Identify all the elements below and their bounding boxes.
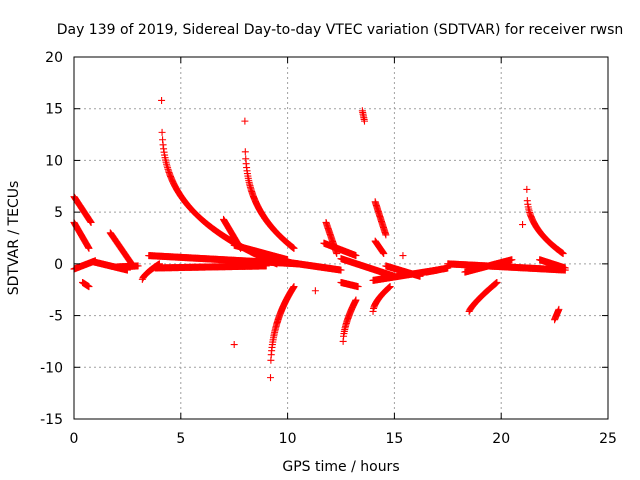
data-point <box>386 283 394 291</box>
x-axis-label: GPS time / hours <box>282 459 399 475</box>
y-axis-label: SDTVAR / TECUs <box>6 181 22 296</box>
x-tick-label: 5 <box>176 431 185 447</box>
data-point <box>493 278 501 286</box>
y-tick-label: 15 <box>45 102 63 118</box>
data-point <box>134 262 142 270</box>
data-point <box>561 264 569 272</box>
data-point <box>555 305 563 313</box>
data-point <box>230 341 238 349</box>
data-point <box>337 266 345 274</box>
x-tick-label: 10 <box>279 431 297 447</box>
y-tick-label: 0 <box>54 257 63 273</box>
data-point <box>267 374 275 382</box>
data-point <box>262 262 270 270</box>
y-tick-label: -10 <box>40 360 63 376</box>
x-tick-label: 0 <box>70 431 79 447</box>
chart-title: Day 139 of 2019, Sidereal Day-to-day VTE… <box>57 22 624 38</box>
y-tick-label: 20 <box>45 50 63 66</box>
data-point <box>523 185 531 193</box>
data-point <box>559 250 567 258</box>
x-tick-label: 25 <box>599 431 617 447</box>
y-tick-label: -15 <box>40 412 63 428</box>
y-tick-label: 5 <box>54 205 63 221</box>
data-point <box>360 117 368 125</box>
plot-frame <box>73 56 609 420</box>
data-point <box>416 272 424 280</box>
data-point <box>241 148 249 156</box>
data-point <box>508 256 516 264</box>
data-point <box>85 283 93 291</box>
data-point <box>158 128 166 136</box>
data-point <box>290 283 298 291</box>
axis-ticks: 0 5 10 15 20 25 -15 -10 -5 0 5 10 15 20 <box>40 50 617 447</box>
x-tick-label: 20 <box>492 431 510 447</box>
y-tick-label: 10 <box>45 153 63 169</box>
data-point <box>380 250 388 258</box>
y-tick-label: -5 <box>49 309 63 325</box>
data-point <box>241 117 249 125</box>
data-point <box>382 231 390 239</box>
data-point <box>519 221 527 229</box>
data-point <box>85 244 93 252</box>
data-point <box>399 252 407 260</box>
data-point <box>352 296 360 304</box>
data-point <box>354 283 362 291</box>
data-point <box>352 252 360 260</box>
data-point <box>311 287 319 295</box>
grid <box>74 57 608 419</box>
data-points <box>70 96 569 382</box>
data-point <box>87 218 95 226</box>
x-tick-label: 15 <box>385 431 403 447</box>
data-point <box>158 96 166 104</box>
data-point <box>290 244 298 252</box>
